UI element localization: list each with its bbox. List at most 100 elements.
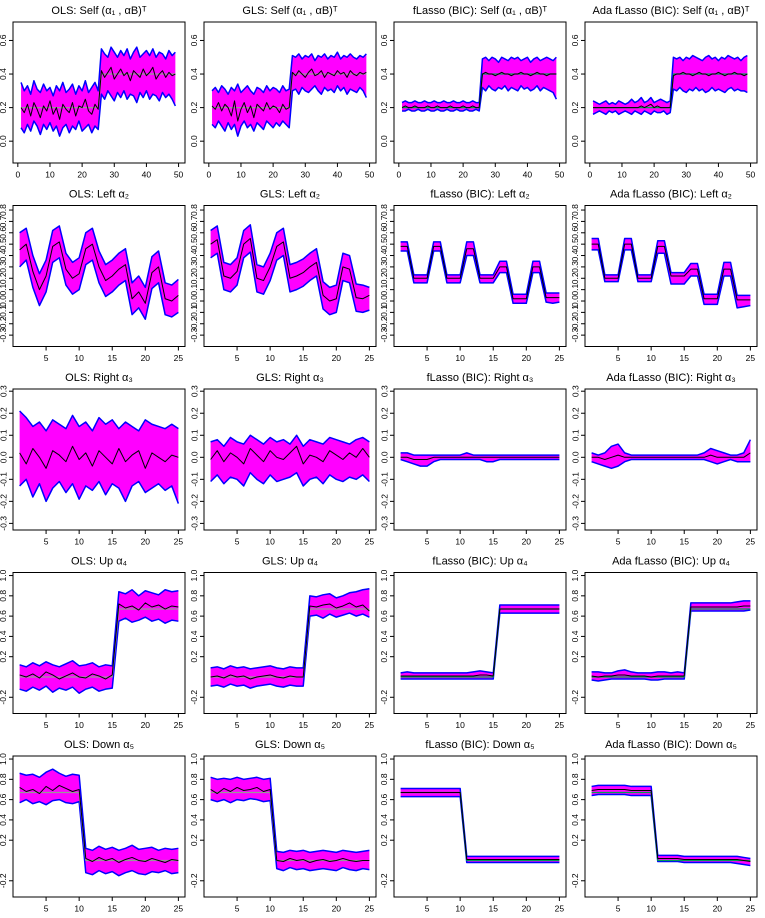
x-tick-label: 40 bbox=[714, 169, 724, 179]
mean-line bbox=[19, 602, 179, 680]
y-tick-label: 0.3 bbox=[570, 261, 580, 273]
band-upper-edge bbox=[591, 600, 751, 674]
x-tick-label: 25 bbox=[746, 720, 756, 730]
y-tick-label: 0.6 bbox=[570, 793, 580, 805]
y-tick-label: 0.8 bbox=[0, 590, 8, 602]
x-tick-label: 5 bbox=[44, 353, 49, 363]
y-tick-label: 0.8 bbox=[189, 590, 199, 602]
x-tick-label: 0 bbox=[396, 169, 401, 179]
y-tick-label: 0.0 bbox=[379, 295, 389, 307]
y-tick-label: -0.3 bbox=[189, 516, 199, 531]
plot-area bbox=[400, 241, 560, 305]
x-tick-label: 5 bbox=[44, 536, 49, 546]
y-tick-label: 0.2 bbox=[570, 272, 580, 284]
mean-line bbox=[400, 245, 560, 300]
plot-frame bbox=[584, 572, 758, 714]
x-tick-label: 20 bbox=[713, 720, 723, 730]
band-lower-edge bbox=[210, 612, 370, 689]
y-tick-label: 0.7 bbox=[0, 215, 8, 227]
y-tick-label: 0.1 bbox=[379, 429, 389, 441]
x-tick-label: 5 bbox=[44, 720, 49, 730]
plot-frame bbox=[584, 755, 758, 898]
band-lower-edge bbox=[210, 251, 370, 316]
y-tick-label: 0.6 bbox=[189, 227, 199, 239]
y-tick-label: 0.3 bbox=[189, 385, 199, 397]
x-tick-label: 5 bbox=[235, 720, 240, 730]
plot-area bbox=[591, 439, 752, 470]
y-tick-label: 0.4 bbox=[379, 249, 389, 261]
panel-title: Ada fLasso (BIC): Self (α₁ , αB)ᵀ bbox=[593, 5, 750, 17]
plot-area bbox=[400, 604, 560, 680]
y-tick-label: 0.2 bbox=[0, 407, 8, 419]
x-tick-label: 5 bbox=[235, 903, 240, 913]
y-tick-label: 0.8 bbox=[379, 204, 389, 216]
y-tick-label: -0.2 bbox=[570, 873, 580, 888]
x-tick-label: 25 bbox=[174, 536, 184, 546]
mean-line bbox=[20, 66, 176, 120]
x-tick-label: 15 bbox=[679, 353, 689, 363]
y-tick-label: 0.0 bbox=[570, 295, 580, 307]
y-tick-label: 1.0 bbox=[570, 569, 580, 581]
band-area bbox=[591, 785, 751, 866]
x-tick-label: 20 bbox=[458, 169, 468, 179]
x-tick-label: 10 bbox=[74, 353, 84, 363]
y-tick-label: 0.4 bbox=[570, 814, 580, 826]
band-lower-edge bbox=[591, 249, 751, 309]
band-area bbox=[210, 435, 370, 486]
mean-line bbox=[19, 445, 179, 469]
y-tick-label: 0.2 bbox=[189, 101, 199, 113]
y-tick-label: 0.2 bbox=[0, 272, 8, 284]
x-tick-label: 25 bbox=[746, 536, 756, 546]
y-tick-label: -0.3 bbox=[0, 328, 8, 343]
y-tick-label: 1.0 bbox=[379, 753, 389, 765]
panel: OLS: Right α₃ 5 10 15 20 25 -0.3 -0.2 -0.1 0.0 0.1… bbox=[0, 372, 186, 546]
x-tick-label: 25 bbox=[365, 720, 375, 730]
x-tick-label: 20 bbox=[332, 353, 342, 363]
x-tick-label: 20 bbox=[522, 903, 532, 913]
y-tick-label: 0.0 bbox=[379, 135, 389, 147]
plot-frame bbox=[203, 21, 377, 164]
y-tick-label: 1.0 bbox=[379, 569, 389, 581]
y-tick-label: 0.7 bbox=[570, 215, 580, 227]
plot-area bbox=[401, 56, 558, 112]
band-lower-edge bbox=[400, 612, 560, 680]
band-upper-edge bbox=[400, 452, 560, 456]
panel: OLS: Self (α₁ , αB)ᵀ 0 10 20 30 40 50 0.0 0.2 0.4… bbox=[0, 5, 186, 179]
x-tick-label: 5 bbox=[235, 536, 240, 546]
x-tick-label: 10 bbox=[455, 353, 465, 363]
x-tick-label: 25 bbox=[555, 903, 565, 913]
band-upper-edge bbox=[210, 224, 370, 289]
band-lower-edge bbox=[400, 458, 560, 467]
plot-frame bbox=[12, 205, 186, 347]
x-tick-label: 20 bbox=[332, 720, 342, 730]
y-tick-label: 0.8 bbox=[189, 773, 199, 785]
x-tick-label: 50 bbox=[555, 169, 565, 179]
panel-title: OLS: Down α₅ bbox=[64, 739, 134, 751]
y-tick-label: 0.6 bbox=[189, 610, 199, 622]
y-tick-label: 0.2 bbox=[189, 407, 199, 419]
y-tick-label: 0.8 bbox=[189, 204, 199, 216]
band-lower-edge bbox=[19, 257, 179, 320]
band-upper-edge bbox=[591, 439, 752, 456]
band-area bbox=[400, 604, 560, 680]
band-upper-edge bbox=[591, 784, 751, 860]
x-tick-label: 5 bbox=[425, 353, 430, 363]
x-tick-label: 20 bbox=[713, 536, 723, 546]
y-tick-label: -0.2 bbox=[0, 873, 8, 888]
x-tick-label: 10 bbox=[426, 169, 436, 179]
band-area bbox=[19, 589, 179, 694]
panel: GLS: Self (α₁ , αB)ᵀ 0 10 20 30 40 50 0.0 0.2 0.4… bbox=[189, 5, 377, 179]
band-area bbox=[19, 225, 179, 320]
x-tick-label: 20 bbox=[522, 353, 532, 363]
panel: GLS: Left α₂5 10 15 20 25-0.3-0.2-0.10.00.10… bbox=[189, 188, 377, 363]
plot-area bbox=[400, 452, 560, 467]
x-tick-label: 20 bbox=[713, 353, 723, 363]
y-tick-label: 0.4 bbox=[0, 814, 8, 826]
y-tick-label: 0.5 bbox=[570, 238, 580, 250]
y-tick-label: 0.8 bbox=[0, 773, 8, 785]
band-upper-edge bbox=[19, 768, 179, 852]
x-tick-label: 25 bbox=[174, 720, 184, 730]
x-tick-label: 10 bbox=[455, 720, 465, 730]
y-tick-label: 0.1 bbox=[379, 283, 389, 295]
y-tick-label: 1.0 bbox=[570, 753, 580, 765]
